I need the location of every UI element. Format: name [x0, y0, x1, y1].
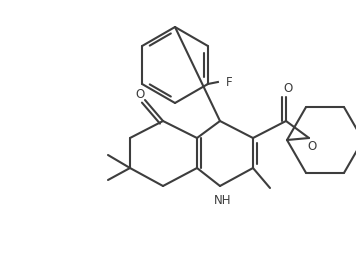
Text: F: F [226, 76, 232, 89]
Text: O: O [283, 82, 293, 95]
Text: NH: NH [214, 194, 232, 207]
Text: O: O [135, 89, 145, 101]
Text: O: O [307, 140, 316, 153]
